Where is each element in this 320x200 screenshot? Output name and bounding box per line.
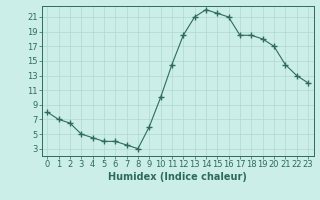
X-axis label: Humidex (Indice chaleur): Humidex (Indice chaleur) <box>108 172 247 182</box>
